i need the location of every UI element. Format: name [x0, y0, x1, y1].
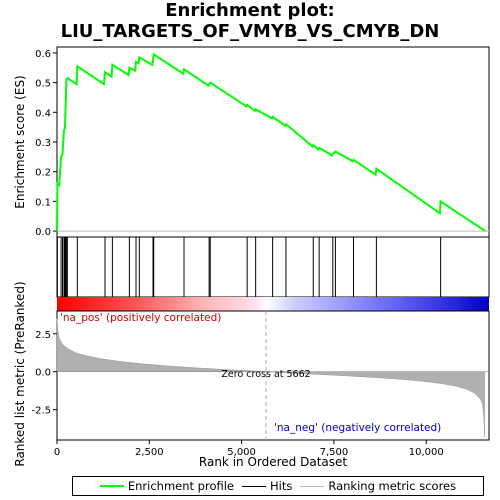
x-tick-label: 5,000: [227, 447, 256, 458]
legend-item-ranking: Ranking metric scores: [300, 479, 456, 493]
hits-group: [56, 237, 442, 297]
metric-y-axis: -2.5 0.0 2.5: [31, 330, 57, 417]
metric-area-group: [56, 318, 489, 438]
metric-y-tick-label: 0.0: [35, 368, 51, 379]
zero-cross-label: Zero cross at 5662: [221, 369, 310, 380]
legend-item-enrichment: Enrichment profile: [99, 479, 235, 493]
es-y-tick-label: 0.6: [35, 49, 51, 60]
es-panel: [56, 46, 490, 238]
metric-x-axis: 0 2,500 5,000 7,500 10,000: [54, 440, 444, 458]
legend: Enrichment profile Hits Ranking metric s…: [72, 476, 484, 496]
es-y-tick-label: 0.1: [35, 197, 51, 208]
metric-y-tick-label: 2.5: [35, 330, 51, 341]
enrichment-profile-line: [56, 52, 486, 232]
legend-item-hits: Hits: [242, 479, 292, 493]
metric-y-axis-label: Ranked list metric (PreRanked): [13, 281, 27, 466]
ranking-metric-area: [56, 318, 485, 438]
x-axis-label: Rank in Ordered Dataset: [199, 455, 347, 469]
chart-title-line: LIU_TARGETS_OF_VMYB_VS_CMYB_DN: [60, 21, 440, 42]
legend-gray-line-icon: [300, 485, 325, 487]
es-curve-group: [56, 52, 486, 232]
legend-label-hits: Hits: [270, 479, 293, 493]
metric-annotations: Zero cross at 5662 'na_pos' (positively c…: [60, 311, 441, 440]
legend-green-line-icon: [99, 485, 124, 487]
chart-title: Enrichment plot: LIU_TARGETS_OF_VMYB_VS_C…: [0, 0, 500, 42]
es-y-tick-label: 0.5: [35, 79, 51, 90]
pos-correlated-label: 'na_pos' (positively correlated): [60, 312, 221, 324]
chart-title-line: Enrichment plot:: [165, 0, 335, 21]
es-y-tick-label: 0.0: [35, 227, 51, 238]
legend-label-enrichment: Enrichment profile: [127, 479, 235, 493]
x-tick-label: 7,500: [320, 447, 349, 458]
es-y-tick-label: 0.3: [35, 138, 51, 149]
es-y-tick-label: 0.4: [35, 108, 51, 119]
es-y-tick-label: 0.2: [35, 168, 51, 179]
x-tick-label: 0: [54, 447, 60, 458]
x-tick-label: 10,000: [409, 447, 444, 458]
es-y-axis: 0.0 0.1 0.2 0.3 0.4 0.5 0.6: [35, 49, 57, 238]
neg-correlated-label: 'na_neg' (negatively correlated): [274, 422, 441, 434]
correlation-gradient-bar: [57, 297, 489, 311]
es-y-axis-label: Enrichment score (ES): [13, 75, 27, 208]
legend-label-ranking: Ranking metric scores: [328, 479, 457, 493]
correlation-color-band: [57, 297, 489, 311]
legend-black-line-icon: [242, 485, 267, 487]
x-tick-label: 2,500: [135, 447, 164, 458]
metric-y-tick-label: -2.5: [31, 406, 51, 417]
